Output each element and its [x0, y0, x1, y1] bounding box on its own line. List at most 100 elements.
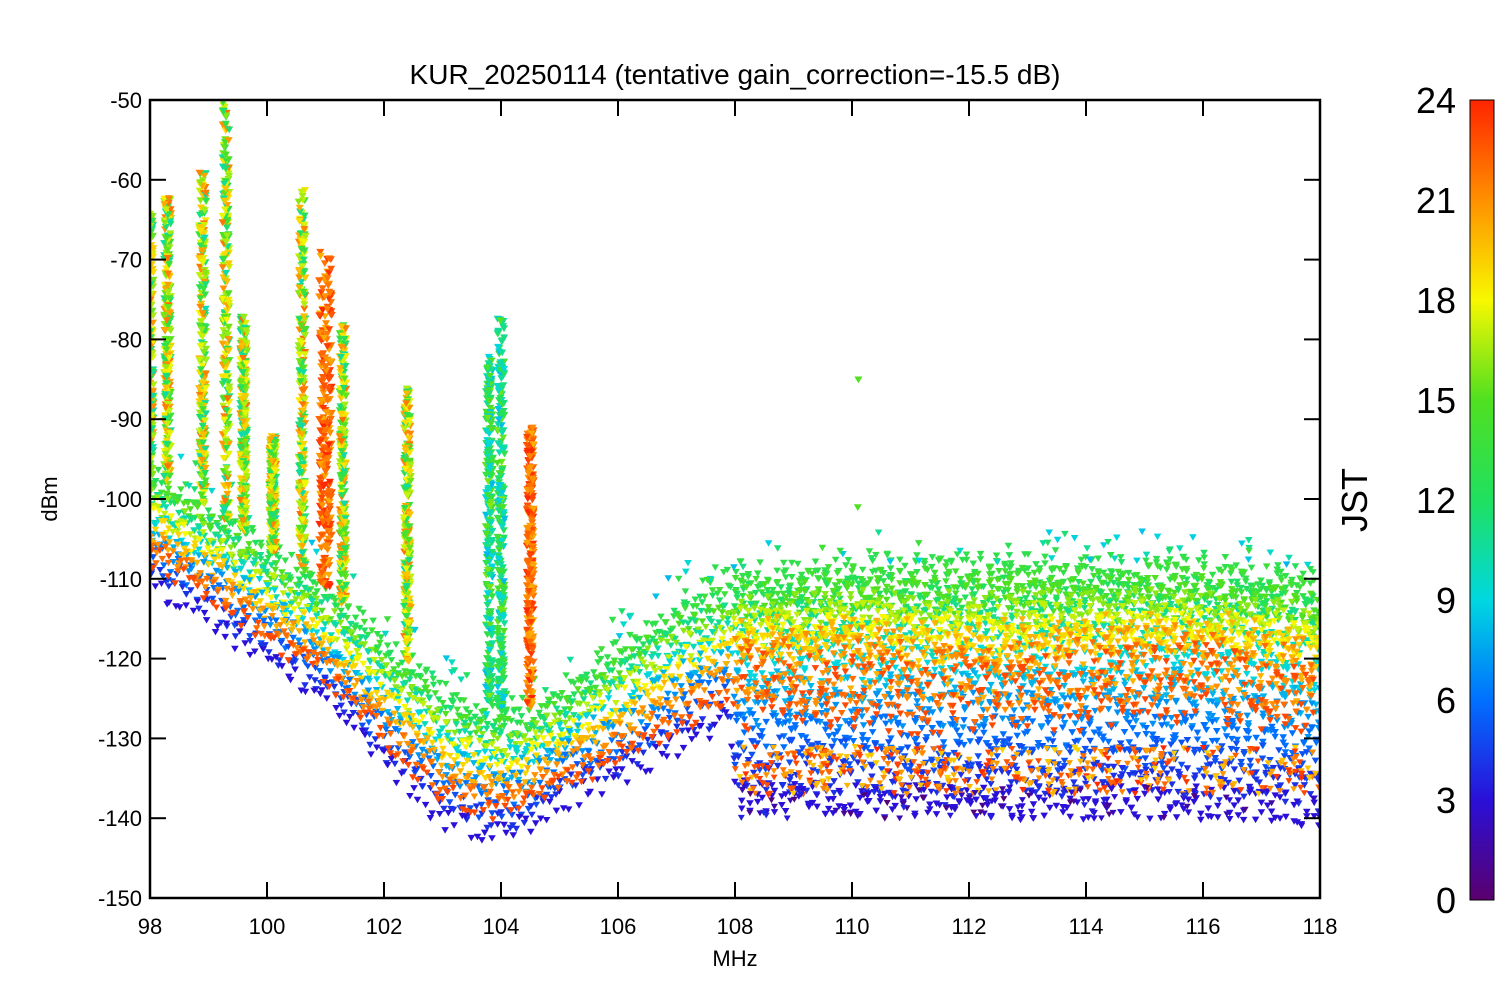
- noise-point: [1200, 565, 1208, 572]
- noise-point: [544, 728, 553, 736]
- noise-point: [846, 591, 855, 598]
- noise-point: [939, 607, 948, 614]
- noise-point: [974, 625, 983, 632]
- noise-point: [1171, 572, 1180, 580]
- noise-point: [1198, 573, 1206, 580]
- noise-point: [1181, 589, 1189, 596]
- noise-point: [209, 540, 217, 548]
- noise-point: [386, 649, 395, 657]
- noise-point: [1171, 562, 1180, 569]
- noise-point: [1055, 565, 1064, 573]
- noise-point: [1228, 567, 1236, 574]
- noise-point: [935, 591, 944, 599]
- noise-point: [1153, 703, 1162, 710]
- noise-point: [983, 636, 991, 643]
- noise-point: [951, 590, 960, 597]
- noise-point: [800, 579, 809, 586]
- noise-point: [887, 610, 895, 617]
- noise-point: [943, 614, 952, 621]
- noise-point: [1203, 594, 1212, 601]
- noise-point: [852, 602, 861, 610]
- noise-point: [976, 556, 985, 563]
- noise-point: [962, 556, 971, 564]
- noise-point: [321, 621, 329, 628]
- noise-point: [914, 658, 923, 665]
- noise-point: [795, 588, 804, 595]
- noise-point: [858, 713, 866, 720]
- noise-point: [752, 575, 760, 583]
- noise-point: [190, 527, 198, 534]
- noise-point: [830, 738, 839, 745]
- noise-point: [756, 559, 764, 566]
- noise-point: [497, 758, 506, 766]
- noise-point: [561, 719, 570, 727]
- noise-point: [626, 631, 634, 639]
- noise-point: [398, 659, 406, 666]
- noise-point: [308, 598, 316, 605]
- noise-point: [1217, 618, 1226, 626]
- noise-point: [995, 568, 1003, 575]
- noise-point: [987, 577, 995, 584]
- noise-point: [1183, 576, 1191, 583]
- noise-point: [562, 710, 571, 718]
- noise-point: [458, 738, 467, 746]
- noise-point: [677, 614, 685, 622]
- noise-point: [199, 521, 208, 528]
- noise-point: [1301, 601, 1309, 608]
- noise-point: [642, 664, 651, 671]
- noise-point: [422, 708, 431, 715]
- noise-point: [193, 504, 202, 511]
- noise-point: [928, 563, 936, 571]
- noise-point: [290, 590, 299, 597]
- noise-point: [733, 667, 741, 674]
- noise-point: [878, 619, 887, 627]
- noise-point: [1308, 636, 1316, 643]
- noise-point: [1032, 618, 1040, 626]
- noise-point: [1042, 630, 1050, 637]
- noise-point: [1180, 602, 1189, 610]
- noise-point: [1303, 637, 1311, 644]
- noise-point: [1288, 614, 1296, 621]
- noise-point: [1270, 599, 1278, 607]
- noise-point: [981, 620, 990, 627]
- noise-point: [365, 719, 373, 726]
- noise-point: [955, 598, 964, 605]
- noise-point: [887, 604, 895, 611]
- noise-point: [498, 713, 507, 721]
- noise-point: [297, 596, 305, 603]
- noise-point: [517, 713, 526, 720]
- noise-point: [1311, 625, 1319, 632]
- noise-point: [331, 602, 339, 609]
- noise-point: [570, 680, 578, 687]
- noise-point: [679, 627, 688, 635]
- noise-point: [920, 595, 928, 602]
- noise-point: [1272, 610, 1280, 618]
- noise-point: [901, 588, 910, 596]
- noise-point: [495, 717, 504, 725]
- noise-point: [603, 654, 612, 661]
- noise-point: [1162, 593, 1170, 601]
- noise-point: [646, 639, 654, 646]
- noise-point: [586, 680, 595, 687]
- noise-point: [425, 695, 434, 702]
- noise-point: [1001, 568, 1010, 575]
- noise-point: [493, 735, 502, 742]
- noise-point: [558, 758, 567, 765]
- noise-point: [1235, 645, 1243, 653]
- noise-point: [1154, 563, 1162, 570]
- noise-point: [1131, 589, 1140, 596]
- noise-point: [721, 602, 729, 609]
- noise-point: [698, 599, 706, 606]
- noise-point: [1119, 603, 1127, 610]
- noise-point: [1265, 581, 1274, 588]
- noise-point: [452, 721, 461, 728]
- noise-point: [942, 578, 950, 585]
- noise-point: [750, 673, 759, 680]
- noise-point: [191, 514, 199, 522]
- noise-point: [993, 585, 1002, 593]
- noise-point: [219, 537, 227, 545]
- noise-point: [1299, 608, 1308, 615]
- noise-point: [637, 719, 646, 726]
- noise-point: [1162, 654, 1171, 662]
- noise-point: [962, 583, 970, 590]
